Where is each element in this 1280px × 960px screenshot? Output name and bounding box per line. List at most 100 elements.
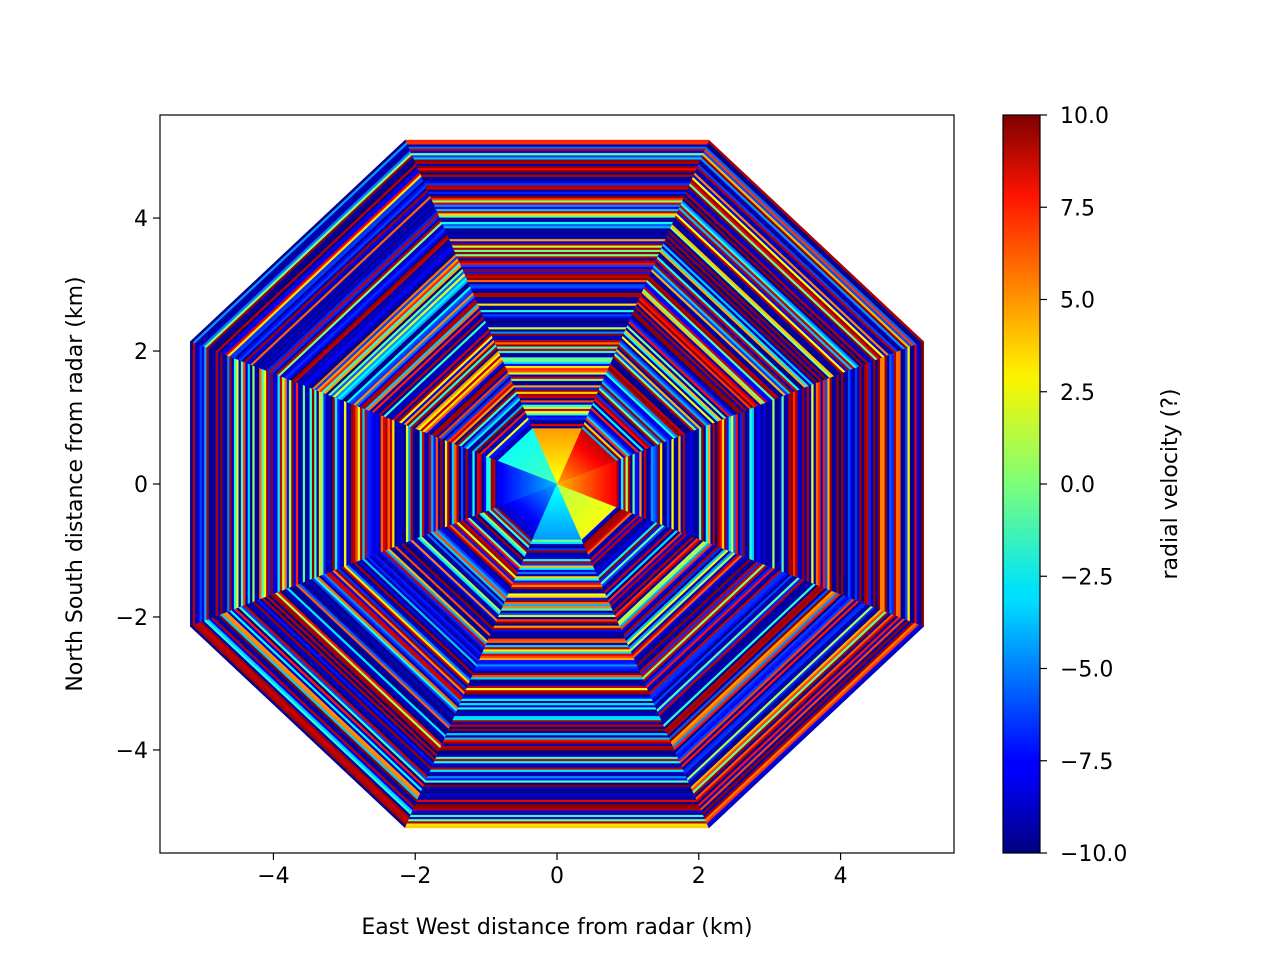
radar-gate-210 <box>508 374 606 377</box>
radar-gate-874 <box>485 642 629 646</box>
y-tick-label: −2 <box>116 606 148 631</box>
radar-gate-284 <box>438 215 676 218</box>
radar-gate-818 <box>538 522 576 526</box>
radar-gate-483 <box>547 480 551 488</box>
radar-gate-582 <box>320 391 324 577</box>
radar-gate-1201 <box>742 410 746 558</box>
radar-gate-572 <box>343 400 347 568</box>
radar-gate-183 <box>533 432 581 435</box>
radar-gate-1176 <box>685 432 688 536</box>
radar-gate-826 <box>531 539 583 543</box>
radar-gate-1175 <box>682 433 686 535</box>
radar-gate-886 <box>474 668 640 672</box>
radar-gate-895 <box>465 688 649 691</box>
radar-gate-302 <box>420 176 694 179</box>
y-tick-label: −4 <box>116 739 148 764</box>
radar-gate-563 <box>364 408 367 560</box>
radar-gate-536 <box>426 432 429 536</box>
radar-gate-185 <box>532 427 582 431</box>
radar-gate-218 <box>500 356 614 360</box>
radar-gate-857 <box>501 606 613 609</box>
radar-gate-255 <box>465 277 649 280</box>
radar-gate-888 <box>472 672 642 676</box>
radar-gate-1183 <box>701 426 704 542</box>
radar-gate-493 <box>524 471 528 497</box>
radar-gate-559 <box>373 412 377 556</box>
radar-gate-595 <box>290 380 294 588</box>
x-tick-label: 0 <box>550 864 564 889</box>
radar-gate-220 <box>498 352 616 356</box>
radar-gate-933 <box>429 769 685 773</box>
radar-gate-305 <box>418 169 696 173</box>
radar-gate-1248 <box>850 368 853 600</box>
radar-gate-526 <box>449 441 452 527</box>
radar-gate-1228 <box>804 386 808 582</box>
radar-gate-908 <box>453 715 661 719</box>
radar-gate-1262 <box>882 356 886 612</box>
radar-gate-240 <box>479 309 635 313</box>
radar-gate-204 <box>513 387 601 390</box>
radar-gate-245 <box>475 298 639 302</box>
radar-gate-205 <box>513 384 601 388</box>
radar-gate-292 <box>430 197 684 201</box>
radar-gate-814 <box>542 513 572 517</box>
radar-gate-521 <box>460 446 464 522</box>
radar-gate-1148 <box>620 457 624 511</box>
radar-gate-1261 <box>880 357 883 611</box>
radar-gate-199 <box>518 397 596 401</box>
radar-gate-1277 <box>916 343 920 625</box>
radar-gate-1207 <box>756 405 759 563</box>
radar-gate-281 <box>440 221 674 225</box>
radar-gate-261 <box>459 264 655 268</box>
radar-gate-1150 <box>625 456 629 512</box>
radar-gate-1134 <box>588 470 592 498</box>
radar-gate-1205 <box>751 407 755 561</box>
radar-gate-1202 <box>744 409 748 559</box>
radar-gate-514 <box>476 452 480 516</box>
radar-gate-870 <box>489 634 625 637</box>
radar-gate-824 <box>532 535 582 538</box>
radar-gate-280 <box>441 223 673 227</box>
radar-gate-489 <box>533 474 537 494</box>
radar-gate-229 <box>490 333 624 336</box>
radar-gate-490 <box>531 473 535 495</box>
radar-gate-1234 <box>818 381 821 587</box>
radar-gate-315 <box>408 148 706 151</box>
radar-gate-541 <box>414 428 418 540</box>
radar-gate-633 <box>203 346 207 622</box>
radar-gate-233 <box>486 324 628 328</box>
radar-gate-491 <box>529 473 532 495</box>
radar-gate-884 <box>475 664 639 667</box>
radar-gate-488 <box>536 475 539 493</box>
radar-gate-1197 <box>733 414 737 554</box>
radar-gate-914 <box>447 728 667 732</box>
radar-gate-485 <box>543 478 546 490</box>
radar-gate-940 <box>422 784 692 788</box>
radar-gate-937 <box>425 778 689 781</box>
radar-gate-629 <box>212 350 216 618</box>
radar-gate-597 <box>286 378 289 590</box>
radar-gate-213 <box>505 367 609 371</box>
radar-gate-500 <box>508 465 512 503</box>
radar-gate-1160 <box>648 447 652 521</box>
radar-gate-186 <box>531 425 583 429</box>
radar-gate-520 <box>462 447 466 521</box>
radar-gate-222 <box>496 348 618 351</box>
radar-gate-805 <box>550 494 564 498</box>
radar-gate-1125 <box>568 478 571 490</box>
radar-gate-508 <box>490 457 494 511</box>
radar-gate-930 <box>432 763 682 766</box>
radar-gate-189 <box>528 419 586 422</box>
radar-gate-295 <box>427 191 687 194</box>
radar-gate-596 <box>288 379 292 589</box>
radar-gate-578 <box>329 395 333 573</box>
radar-gate-919 <box>442 739 672 743</box>
radar-gate-872 <box>487 638 627 642</box>
radar-gate-1139 <box>600 465 604 503</box>
radar-gate-621 <box>231 357 234 611</box>
radar-gate-250 <box>470 288 644 291</box>
radar-gate-869 <box>490 632 624 635</box>
x-tick-label: 2 <box>692 864 706 889</box>
radar-gate-808 <box>548 500 566 504</box>
radar-gate-617 <box>240 360 244 608</box>
